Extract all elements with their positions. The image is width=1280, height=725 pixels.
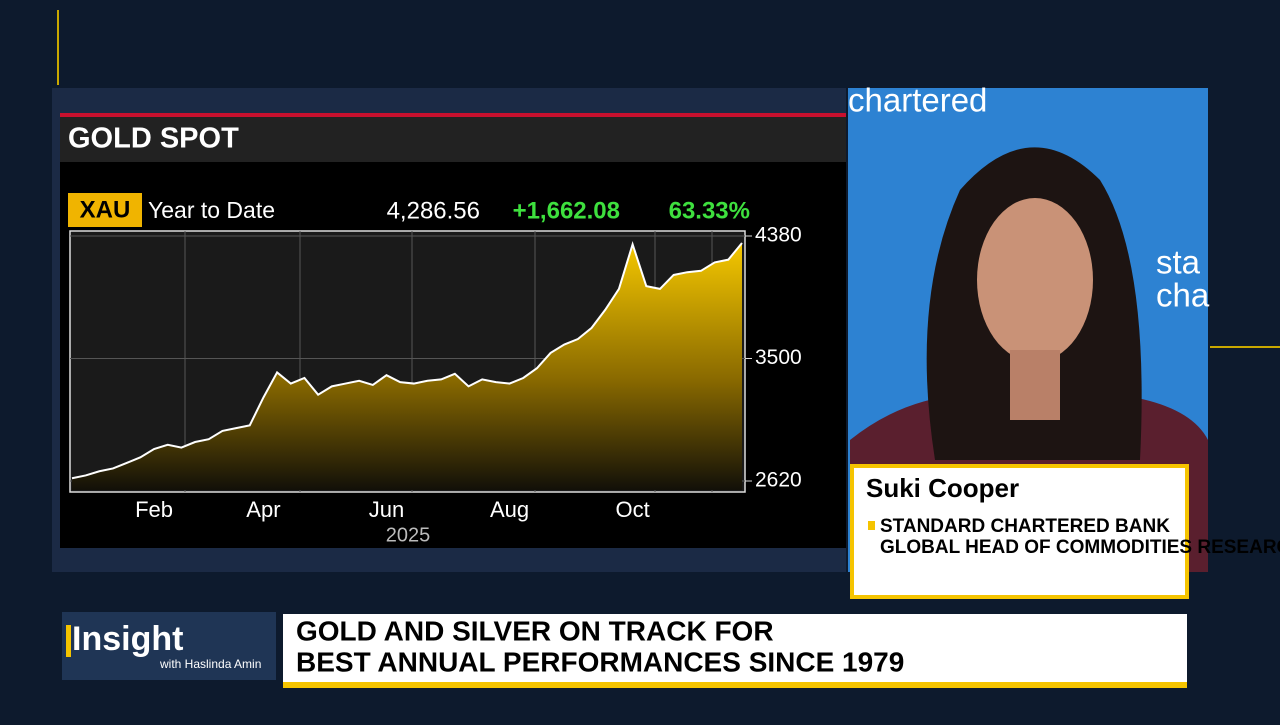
- change: +1,662.08: [513, 197, 620, 224]
- x-tick-label: Apr: [246, 497, 280, 522]
- y-tick-label: 3500: [755, 346, 802, 369]
- last-price: 4,286.56: [387, 197, 480, 224]
- title-bar: [60, 117, 846, 162]
- chart-title: GOLD SPOT: [68, 123, 239, 155]
- show-accent: [66, 625, 71, 657]
- guest-neck: [1010, 350, 1060, 420]
- guest-name: Suki Cooper: [866, 473, 1019, 503]
- period: Year to Date: [148, 197, 275, 223]
- x-tick-label: Feb: [135, 497, 173, 522]
- show-box: [62, 612, 276, 680]
- headline-line: GOLD AND SILVER ON TRACK FOR: [296, 615, 774, 646]
- y-tick-label: 4380: [755, 224, 802, 247]
- x-tick-label: Aug: [490, 497, 529, 522]
- show-host: with Haslinda Amin: [159, 657, 261, 671]
- name-box: [850, 464, 1189, 599]
- backdrop-logo: sta: [1156, 244, 1201, 281]
- title-rule: [60, 113, 846, 117]
- ticker: XAU: [80, 196, 131, 223]
- guest-role: GLOBAL HEAD OF COMMODITIES RESEARCH: [880, 537, 1280, 558]
- guest-affiliation: STANDARD CHARTERED BANK: [880, 516, 1170, 537]
- year-label: 2025: [386, 524, 431, 546]
- line: [71, 241, 743, 480]
- guest-face: [977, 198, 1093, 362]
- x-tick-label: Oct: [615, 497, 649, 522]
- headline-rule: [283, 682, 1187, 688]
- bullet: [868, 521, 875, 530]
- headline-line: BEST ANNUAL PERFORMANCES SINCE 1979: [296, 646, 904, 677]
- x-tick-label: Jun: [369, 497, 404, 522]
- headline-box: [283, 614, 1187, 682]
- backdrop-logo: cha: [1156, 277, 1210, 314]
- show-name: Insight: [72, 620, 183, 658]
- change-pct: 63.33%: [669, 197, 750, 224]
- backdrop-logo: chartered: [848, 82, 987, 119]
- ticker-box: [68, 193, 142, 227]
- y-tick-label: 2620: [755, 469, 802, 492]
